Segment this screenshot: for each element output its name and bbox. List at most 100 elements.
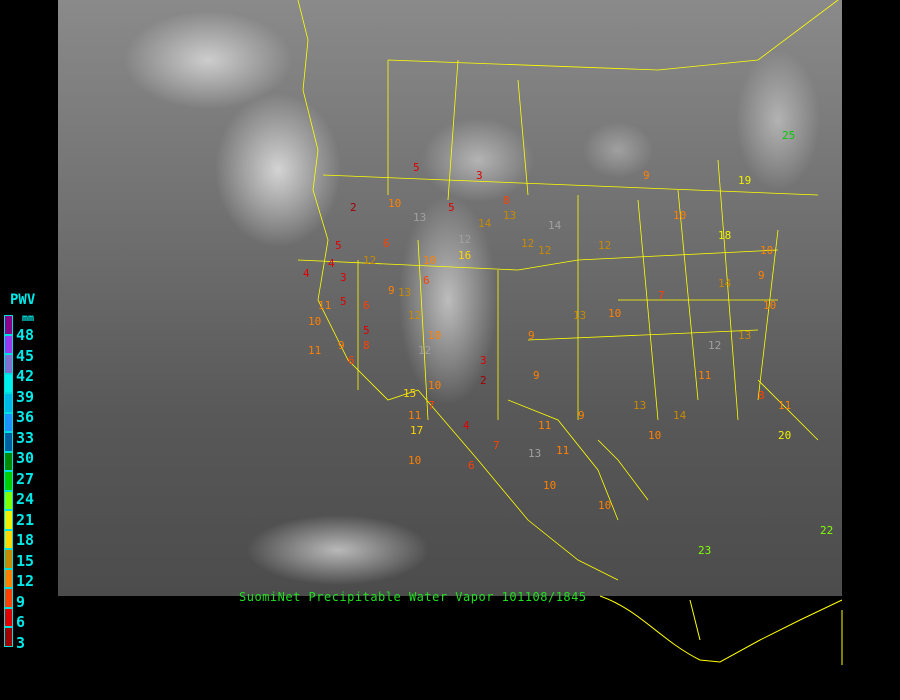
station-pwv-value: 10: [388, 197, 402, 210]
station-pwv-value: 14: [548, 219, 562, 232]
legend-label: 15: [16, 551, 35, 570]
legend-label: 48: [16, 326, 35, 344]
station-pwv-value: 12: [521, 237, 535, 250]
legend-swatch: [4, 432, 13, 452]
legend-label: 42: [16, 367, 35, 385]
legend-swatch: [4, 529, 13, 549]
legend-label: 30: [16, 449, 35, 467]
boundary-line: [507, 399, 619, 521]
station-pwv-value: 10: [408, 454, 422, 467]
station-pwv-value: 5: [448, 201, 455, 214]
station-pwv-value: 11: [556, 444, 570, 457]
station-pwv-value: 18: [718, 229, 732, 242]
station-pwv-value: 8: [758, 389, 765, 402]
station-pwv-value: 8: [363, 339, 370, 352]
station-pwv-value: 7: [493, 439, 500, 452]
station-pwv-value: 11: [318, 299, 332, 312]
boundary-line: [417, 389, 619, 581]
pwv-color-scale: [4, 315, 13, 647]
station-pwv-value: 14: [718, 277, 732, 290]
station-pwv-value: 7: [428, 399, 435, 412]
station-pwv-value: 9: [388, 284, 395, 297]
station-pwv-value: 14: [673, 409, 687, 422]
legend-label: 27: [16, 469, 35, 488]
station-pwv-value: 11: [698, 369, 712, 382]
legend-unit: mm: [22, 313, 35, 324]
station-pwv-value: 11: [778, 399, 792, 412]
boundary-line: [387, 0, 839, 71]
station-pwv-value: 12: [538, 244, 552, 257]
satellite-map: 5 2 10 13 5 14 12 5 6 10 13 16 4 3 5 6 9 12 11 5 4 10 12 6 9 13 11…: [58, 0, 842, 596]
legend-swatch: [4, 490, 13, 510]
station-pwv-value: 3: [476, 169, 483, 182]
station-pwv-value: 9: [533, 369, 540, 382]
station-pwv-value: 13: [633, 399, 647, 412]
legend-swatch: [4, 412, 13, 432]
station-pwv-value: 9: [528, 329, 535, 342]
state-boundaries: [297, 0, 839, 581]
station-pwv-value: 6: [383, 237, 390, 250]
station-pwv-value: 13: [398, 286, 412, 299]
station-pwv-value: 12: [598, 239, 612, 252]
legend-label: 18: [16, 531, 35, 549]
boundary-line: [517, 79, 529, 196]
station-pwv-value: 13: [503, 209, 517, 222]
boundary-line: [447, 59, 459, 201]
station-pwv-value: 6: [363, 299, 370, 312]
station-pwv-value: 9: [758, 269, 765, 282]
legend-swatch: [4, 607, 13, 627]
legend-label: 24: [16, 490, 35, 508]
station-pwv-value: 10: [673, 209, 687, 222]
legend-swatch: [4, 354, 13, 374]
boundary-line: [717, 159, 739, 421]
legend-swatch: [4, 451, 13, 471]
boundary-line: [297, 249, 779, 271]
station-pwv-value: 19: [738, 174, 752, 187]
station-pwv-value: 23: [698, 544, 712, 557]
station-pwv-value: 12: [458, 233, 472, 246]
boundary-line: [417, 239, 429, 421]
legend-label: 39: [16, 387, 35, 406]
legend-swatch: [4, 568, 13, 588]
station-pwv-value: 13: [738, 329, 752, 342]
station-pwv-value: 3: [340, 271, 347, 284]
station-pwv-value: 12: [408, 309, 422, 322]
station-pwv-value: 11: [408, 409, 422, 422]
legend-label: 12: [16, 572, 35, 590]
station-pwv-value: 2: [480, 374, 487, 387]
station-pwv-value: 10: [428, 329, 442, 342]
station-pwv-value: 10: [760, 244, 774, 257]
station-pwv-value: 10: [763, 299, 777, 312]
legend-swatch: [4, 471, 13, 491]
station-pwv-value: 4: [303, 267, 310, 280]
boundary-line: [637, 199, 659, 421]
station-pwv-value: 14: [478, 217, 492, 230]
station-pwv-value: 15: [403, 387, 417, 400]
boundary-line: [757, 229, 779, 401]
legend-swatch: [4, 549, 13, 569]
legend-swatch: [4, 510, 13, 530]
station-pwv-value: 5: [363, 324, 370, 337]
legend-label: 36: [16, 408, 35, 426]
station-pwv-value: 25: [782, 129, 796, 142]
station-pwv-value: 4: [463, 419, 470, 432]
legend-title: PWV: [10, 292, 36, 308]
station-pwv-value: 10: [423, 254, 437, 267]
station-pwv-value: 5: [413, 161, 420, 174]
boundary-line: [322, 174, 819, 196]
station-pwv-value: 11: [308, 344, 322, 357]
legend-swatch: [4, 627, 13, 647]
station-pwv-value: 10: [608, 307, 622, 320]
station-pwv-value: 2: [350, 201, 357, 214]
legend-swatch: [4, 315, 13, 335]
station-pwv-value: 6: [468, 459, 475, 472]
boundary-line: [527, 329, 759, 341]
station-pwv-value: 9: [643, 169, 650, 182]
station-pwv-value: 22: [820, 524, 834, 537]
station-pwv-value: 20: [778, 429, 792, 442]
station-pwv-value: 10: [543, 479, 557, 492]
legend-swatch: [4, 373, 13, 393]
station-pwv-value: 13: [413, 211, 427, 224]
station-pwv-value: 13: [528, 447, 542, 460]
